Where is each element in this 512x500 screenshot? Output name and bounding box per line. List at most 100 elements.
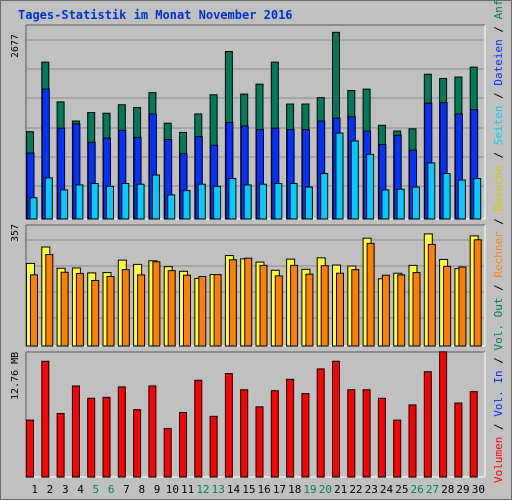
bar-volumen [301, 393, 310, 478]
x-tick-label: 6 [108, 483, 115, 496]
bar-volumen [26, 419, 34, 478]
x-tick-label: 29 [456, 483, 469, 496]
x-tick-label: 2 [47, 483, 54, 496]
bar-rechner [183, 274, 191, 347]
bar-rechner [443, 265, 452, 347]
bar-volumen [209, 415, 218, 478]
bar-rechner [213, 274, 222, 347]
x-tick-label: 24 [380, 483, 394, 496]
x-tick-label: 20 [319, 483, 332, 496]
bar-volumen [377, 397, 386, 478]
bar-seiten [427, 162, 436, 220]
bar-seiten [396, 188, 405, 220]
bar-volumen [393, 419, 402, 478]
x-tick-label: 11 [181, 483, 194, 496]
bar-seiten [381, 189, 390, 220]
x-tick-label: 1 [31, 483, 38, 496]
bar-rechner [106, 276, 115, 347]
bar-rechner [137, 274, 146, 347]
bar-volumen [194, 379, 203, 478]
bar-seiten [243, 184, 252, 220]
bar-volumen [270, 390, 279, 478]
bar-volumen [240, 389, 249, 478]
bar-seiten [90, 183, 99, 220]
x-tick-label: 4 [77, 483, 84, 496]
bar-volumen [454, 402, 463, 478]
bar-seiten [320, 173, 329, 220]
bar-seiten [182, 190, 191, 220]
bar-volumen [87, 397, 96, 478]
bar-rechner [60, 271, 69, 347]
bar-seiten [289, 183, 298, 220]
bar-volumen [163, 428, 172, 478]
bar-seiten [60, 189, 69, 220]
bar-volumen [362, 389, 371, 478]
x-tick-label: 17 [273, 483, 286, 496]
x-tick-label: 18 [288, 483, 301, 496]
bar-rechner [244, 257, 253, 347]
bar-seiten [412, 186, 420, 220]
bar-rechner [152, 261, 161, 347]
x-tick-label: 7 [123, 483, 130, 496]
bar-rechner [198, 276, 207, 347]
bar-seiten [29, 197, 38, 220]
bar-rechner [336, 272, 344, 347]
bar-volumen [102, 396, 111, 478]
x-tick-label: 12 [196, 483, 209, 496]
bar-seiten [121, 183, 130, 220]
bar-rechner [381, 274, 390, 347]
bar-seiten [442, 173, 451, 220]
bar-volumen [332, 360, 340, 478]
bar-volumen [347, 389, 356, 478]
bar-volumen [286, 378, 295, 478]
bar-seiten [350, 140, 359, 220]
bar-volumen [133, 409, 142, 478]
bar-rechner [167, 270, 176, 347]
x-tick-label: 15 [242, 483, 255, 496]
bar-seiten [304, 186, 313, 220]
bar-volumen [316, 368, 325, 478]
bar-rechner [30, 274, 38, 347]
bar-rechner [458, 266, 467, 347]
bar-rechner [351, 269, 360, 347]
bar-volumen [423, 371, 432, 478]
bar-volumen [41, 360, 50, 478]
bar-rechner [259, 264, 268, 347]
x-tick-label: 14 [227, 483, 241, 496]
bar-rechner [228, 259, 237, 347]
bar-seiten [274, 183, 283, 220]
bar-seiten [335, 132, 344, 220]
bar-seiten [106, 185, 114, 220]
bar-seiten [197, 183, 206, 220]
x-tick-label: 22 [349, 483, 362, 496]
bar-volumen [71, 385, 80, 478]
bar-seiten [136, 183, 145, 220]
bar-seiten [473, 178, 482, 220]
x-tick-label: 9 [154, 483, 161, 496]
bar-seiten [259, 183, 267, 220]
bar-seiten [75, 184, 84, 220]
x-tick-label: 26 [411, 483, 424, 496]
bar-rechner [274, 275, 283, 347]
bar-volumen [255, 406, 264, 478]
bar-rechner [320, 265, 329, 347]
x-tick-label: 27 [426, 483, 439, 496]
x-tick-label: 21 [334, 483, 347, 496]
x-tick-label: 25 [395, 483, 408, 496]
bar-rechner [290, 264, 299, 347]
bar-volumen [148, 385, 157, 478]
bar-volumen [439, 351, 448, 478]
bar-rechner [397, 274, 406, 347]
bar-rechner [45, 254, 54, 347]
bar-volumen [117, 386, 126, 478]
bar-seiten [213, 185, 222, 220]
chart-title: Tages-Statistik im Monat November 2016 [18, 8, 293, 22]
bar-seiten [457, 179, 466, 220]
bar-seiten [44, 177, 53, 220]
x-tick-label: 10 [166, 483, 179, 496]
bar-seiten [228, 178, 237, 220]
bar-volumen [56, 412, 65, 478]
bar-rechner [412, 272, 421, 347]
